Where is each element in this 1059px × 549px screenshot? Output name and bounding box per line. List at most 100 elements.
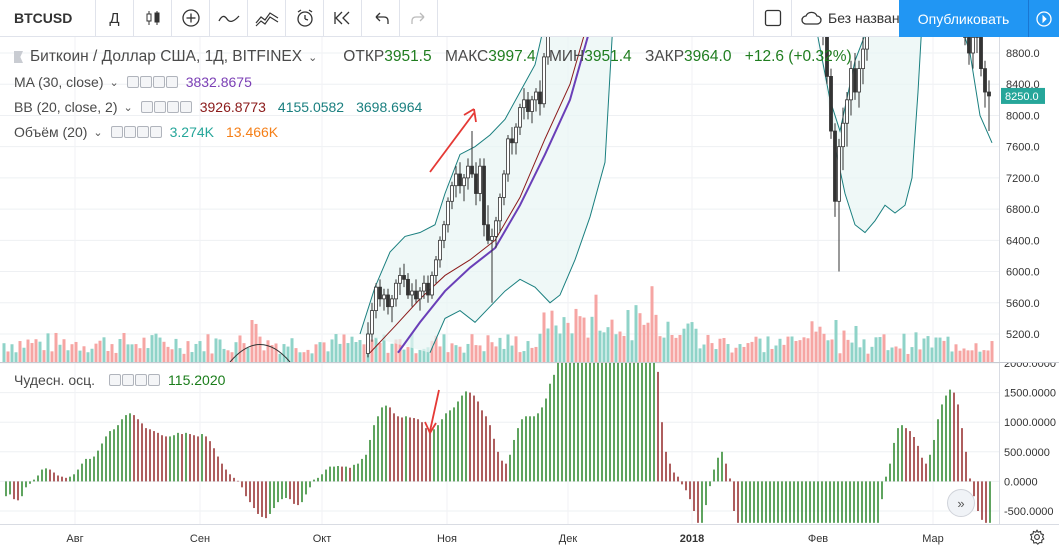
osc-tick-label: 1500.0000 <box>1004 388 1056 400</box>
volume-bar <box>6 351 10 362</box>
volume-bar <box>974 343 978 362</box>
close-icon[interactable] <box>149 126 162 138</box>
gear-icon[interactable] <box>123 126 136 138</box>
volume-bar <box>434 335 438 362</box>
publish-button[interactable]: Опубликовать <box>899 0 1028 37</box>
plus-icon[interactable] <box>135 374 148 386</box>
volume-bar <box>758 338 762 362</box>
candle-body <box>482 165 486 226</box>
volume-bar <box>214 338 218 362</box>
close-icon[interactable] <box>148 374 161 386</box>
eye-icon[interactable] <box>110 126 123 138</box>
chart-style-button[interactable] <box>134 0 172 37</box>
oscillator-controls[interactable] <box>109 374 161 386</box>
publish-dropdown-button[interactable] <box>1028 0 1059 37</box>
eye-icon[interactable] <box>109 374 122 386</box>
volume-bar <box>194 343 198 362</box>
volume-value: 3.274K <box>169 124 214 140</box>
volume-controls[interactable] <box>110 126 162 138</box>
volume-bar <box>186 341 190 362</box>
volume-bar <box>878 337 882 362</box>
eye-icon[interactable] <box>140 101 153 113</box>
indicators-button[interactable] <box>210 0 248 37</box>
volume-bar <box>210 353 214 362</box>
close-icon[interactable] <box>165 76 178 88</box>
time-axis[interactable]: Авг Сен Окт Ноя Дек 2018 Фев Мар <box>0 524 1059 549</box>
candle-body <box>498 197 502 222</box>
compare-button[interactable] <box>172 0 210 37</box>
bb-upper-value: 4155.0582 <box>277 99 345 115</box>
trend-arrow-annotation[interactable] <box>429 108 477 173</box>
volume-bar <box>58 344 62 362</box>
oscillator-pane[interactable] <box>0 363 999 524</box>
volume-bar <box>2 343 6 362</box>
gear-icon <box>1029 529 1045 545</box>
volume-bar <box>982 350 986 362</box>
volume-bar <box>74 341 78 362</box>
volume-bar <box>418 349 422 362</box>
scroll-to-realtime-button[interactable]: » <box>947 489 975 517</box>
symbol-search-button[interactable]: BTCUSD <box>0 0 96 37</box>
price-pane[interactable] <box>0 37 999 362</box>
volume-bar <box>262 350 266 362</box>
undo-button[interactable] <box>362 0 400 37</box>
ma-legend[interactable]: MA (30, close) ⌄ 3832.8675 <box>14 74 252 90</box>
volume-bar <box>38 341 42 362</box>
eye-icon[interactable] <box>126 76 139 88</box>
gear-icon[interactable] <box>153 101 166 113</box>
volume-bar <box>694 328 698 362</box>
replay-button[interactable] <box>324 0 362 37</box>
volume-bar <box>506 334 510 362</box>
plus-icon[interactable] <box>136 126 149 138</box>
volume-bar <box>638 313 642 362</box>
oscillator-axis[interactable]: 2000.0000 1500.0000 1000.0000 500.0000 0.000… <box>999 358 1059 524</box>
layout-name-label: Без названия <box>828 10 915 26</box>
volume-bar <box>714 349 718 362</box>
plus-icon[interactable] <box>166 101 179 113</box>
volume-bar <box>702 344 706 362</box>
chart-settings-button[interactable] <box>1027 527 1047 547</box>
interval-button[interactable]: Д <box>96 0 134 37</box>
candle-body <box>865 37 869 50</box>
oscillator-legend[interactable]: Чудесн. осц. 115.2020 <box>14 372 225 388</box>
high-value: 3997.4 <box>488 48 536 65</box>
alert-button[interactable] <box>286 0 324 37</box>
volume-legend[interactable]: Объём (20) ⌄ 3.274K 13.466K <box>14 124 278 140</box>
candle-body <box>510 138 514 144</box>
templates-button[interactable] <box>248 0 286 37</box>
volume-bar <box>374 337 378 362</box>
down-arrow-annotation[interactable] <box>424 389 440 434</box>
candle-body <box>398 275 402 284</box>
chevron-down-icon[interactable]: ⌄ <box>123 101 133 114</box>
candle-body <box>378 286 382 300</box>
gear-icon[interactable] <box>139 76 152 88</box>
main-series-legend[interactable]: Биткоин / Доллар США, 1Д, BITFINEX ⌄ ОТК… <box>14 48 861 66</box>
ma-controls[interactable] <box>126 76 178 88</box>
close-icon[interactable] <box>179 101 192 113</box>
candle-body <box>382 294 386 300</box>
plus-icon[interactable] <box>152 76 165 88</box>
chevron-down-icon[interactable]: ⌄ <box>93 126 103 139</box>
gear-icon[interactable] <box>122 374 135 386</box>
redo-button[interactable] <box>400 0 438 37</box>
volume-title: Объём (20) <box>14 124 88 140</box>
volume-bar <box>770 348 774 362</box>
volume-bar <box>762 352 766 362</box>
volume-bar <box>634 305 638 362</box>
volume-bar <box>530 347 534 362</box>
price-tick-label: 8800.0 <box>1006 48 1040 60</box>
redo-icon <box>410 12 424 24</box>
volume-bar <box>450 343 454 362</box>
candle-body <box>841 122 845 148</box>
volume-bar <box>298 352 302 362</box>
price-axis[interactable]: 8800.0 8400.0 8000.0 7600.0 7200.0 6800.0 6400… <box>999 37 1059 362</box>
bb-legend[interactable]: BB (20, close, 2) ⌄ 3926.8773 4155.0582 … <box>14 99 422 115</box>
layout-button[interactable] <box>754 0 792 37</box>
chevron-down-icon[interactable]: ⌄ <box>308 51 318 64</box>
volume-bar <box>802 337 806 362</box>
volume-bar <box>502 348 506 362</box>
bb-controls[interactable] <box>140 101 192 113</box>
price-tick-label: 7200.0 <box>1006 173 1040 185</box>
chevron-down-icon[interactable]: ⌄ <box>109 76 119 89</box>
